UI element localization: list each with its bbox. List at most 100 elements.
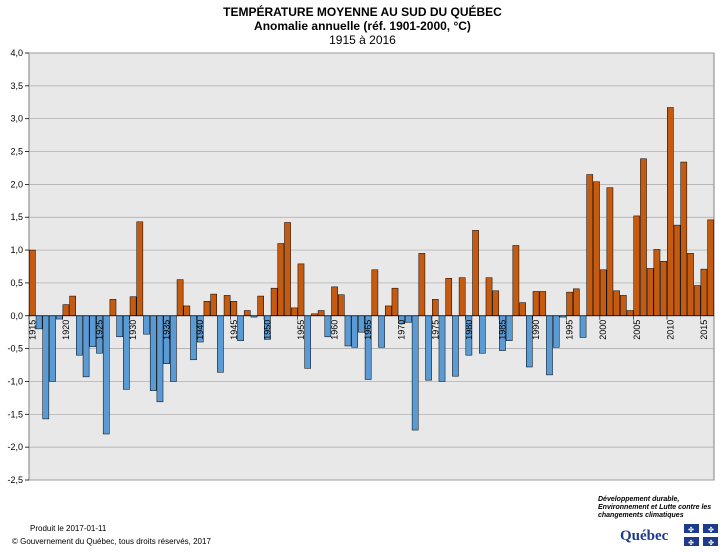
bar <box>203 301 211 317</box>
y-tick-label: 2,0 <box>10 179 23 189</box>
x-tick-label: 1965 <box>363 320 373 340</box>
bar <box>707 219 714 317</box>
x-tick-label: 1920 <box>61 320 71 340</box>
chart-period: 1915 à 2016 <box>329 33 396 47</box>
bar <box>452 315 459 377</box>
bar <box>270 287 278 317</box>
x-tick-label: 1945 <box>229 320 239 340</box>
x-tick-label: 2015 <box>699 320 709 340</box>
bar <box>700 268 708 317</box>
bar <box>539 291 547 317</box>
chart-subtitle: Anomalie annuelle (réf. 1901-2000, °C) <box>254 19 471 33</box>
x-tick-label: 1975 <box>430 320 440 340</box>
bar <box>331 286 338 317</box>
bar <box>82 315 90 378</box>
bar <box>210 293 217 317</box>
bar <box>290 307 298 317</box>
x-tick-label: 1985 <box>497 320 507 340</box>
y-tick-label: 0,5 <box>10 278 23 288</box>
y-tick-label: -2,0 <box>7 442 23 452</box>
bar <box>384 305 392 317</box>
bar <box>653 249 661 317</box>
bar <box>532 291 540 317</box>
bar <box>29 249 36 317</box>
bar <box>351 315 359 348</box>
bar <box>317 310 325 317</box>
bar <box>391 287 399 317</box>
y-tick-label: -0,5 <box>7 344 23 354</box>
x-tick-label: 2010 <box>665 320 675 340</box>
y-tick-label: -2,5 <box>7 475 23 485</box>
bar <box>620 295 627 317</box>
svg-text:✤: ✤ <box>688 526 694 534</box>
bar <box>42 315 50 420</box>
bar <box>479 315 486 354</box>
plot-area <box>28 52 715 481</box>
bar <box>76 315 83 356</box>
quebec-flag-icon: ✤ ✤ ✤ ✤ <box>684 524 718 546</box>
chart-title: TEMPÉRATURE MOYENNE AU SUD DU QUÉBEC <box>223 5 502 19</box>
bar <box>640 158 647 317</box>
bar <box>586 174 594 317</box>
svg-text:✤: ✤ <box>688 539 694 546</box>
bar <box>626 310 634 317</box>
bar <box>512 245 520 317</box>
x-tick-label: 1915 <box>27 320 37 340</box>
x-tick-label: 1980 <box>464 320 474 340</box>
bar <box>371 269 379 317</box>
x-tick-label: 1995 <box>565 320 575 340</box>
bar <box>277 243 285 317</box>
bar <box>492 290 500 317</box>
y-tick-label: 3,0 <box>10 114 23 124</box>
x-tick-label: 1960 <box>330 320 340 340</box>
bar <box>183 305 191 317</box>
bar <box>378 315 385 348</box>
bar <box>418 253 426 317</box>
y-tick-label: 0,0 <box>10 311 23 321</box>
y-tick-label: 1,0 <box>10 245 23 255</box>
bar <box>297 263 305 317</box>
bar <box>680 161 688 317</box>
bar <box>552 315 560 348</box>
x-tick-label: 1935 <box>162 320 172 340</box>
bar <box>344 315 352 347</box>
bar <box>217 315 224 373</box>
x-tick-label: 1955 <box>296 320 306 340</box>
bar <box>646 268 654 317</box>
x-tick-label: 2005 <box>632 320 642 340</box>
bar <box>223 295 231 317</box>
x-tick-label: 1950 <box>262 320 272 340</box>
bar <box>149 315 157 391</box>
bar <box>136 221 144 317</box>
x-tick-label: 1930 <box>128 320 138 340</box>
bar <box>687 253 694 317</box>
svg-text:✤: ✤ <box>708 539 714 546</box>
bar <box>337 294 345 317</box>
y-tick-label: -1,5 <box>7 409 23 419</box>
bar <box>55 315 63 320</box>
bar <box>519 302 526 317</box>
y-tick-label: -1,0 <box>7 376 23 386</box>
quebec-wordmark: Québec <box>620 528 669 544</box>
bar <box>667 107 674 317</box>
bar <box>129 296 137 317</box>
bar <box>546 315 553 376</box>
svg-text:✤: ✤ <box>708 526 714 534</box>
bar <box>579 315 587 338</box>
bar <box>573 288 580 317</box>
bar <box>606 187 614 317</box>
bar <box>230 301 238 317</box>
y-tick-label: 1,5 <box>10 212 23 222</box>
bar <box>62 304 70 317</box>
bar <box>49 315 56 382</box>
bar <box>633 215 641 317</box>
bar <box>243 310 251 317</box>
bar <box>109 299 117 317</box>
bar <box>458 277 466 317</box>
bar <box>693 285 701 317</box>
bar <box>176 279 184 317</box>
copyright-notice: © Gouvernement du Québec, tous droits ré… <box>12 537 211 546</box>
bar <box>613 290 620 317</box>
bar <box>472 230 479 317</box>
